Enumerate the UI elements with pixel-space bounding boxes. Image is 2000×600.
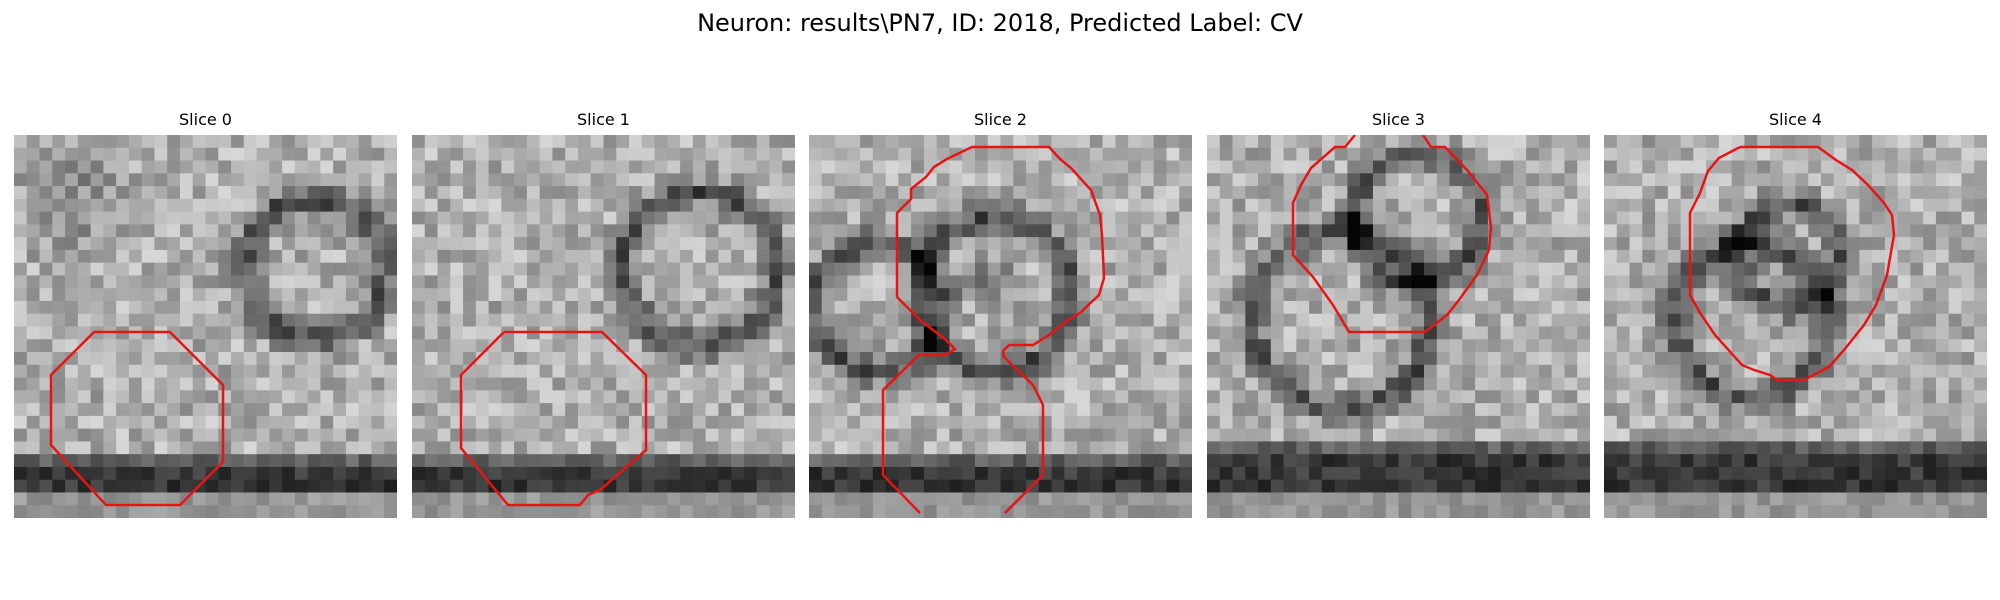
segmentation-contour-2 — [881, 145, 1106, 514]
slice-image-1 — [412, 135, 795, 518]
em-texture-3 — [1207, 135, 1590, 518]
slice-panel-2: Slice 2 — [809, 108, 1192, 521]
slice-title-0: Slice 0 — [179, 110, 232, 129]
segmentation-contour-1 — [459, 330, 648, 507]
segmentation-contour-3 — [1291, 135, 1493, 334]
slice-image-3 — [1207, 135, 1590, 518]
slice-title-3: Slice 3 — [1372, 110, 1425, 129]
figure-title: Neuron: results\PN7, ID: 2018, Predicted… — [697, 9, 1303, 37]
slice-title-4: Slice 4 — [1769, 110, 1822, 129]
em-texture-0 — [14, 135, 397, 518]
segmentation-contour-0 — [49, 330, 225, 507]
slice-panel-3: Slice 3 — [1207, 108, 1590, 521]
slice-title-2: Slice 2 — [974, 110, 1027, 129]
slice-image-0 — [14, 135, 397, 518]
slice-panel-4: Slice 4 — [1604, 108, 1987, 521]
slice-panel-0: Slice 0 — [14, 108, 397, 521]
em-texture-1 — [412, 135, 795, 518]
slice-image-4 — [1604, 135, 1987, 518]
slice-title-1: Slice 1 — [577, 110, 630, 129]
em-texture-2 — [809, 135, 1192, 518]
slice-panel-1: Slice 1 — [412, 108, 795, 521]
slice-image-2 — [809, 135, 1192, 518]
em-texture-4 — [1604, 135, 1987, 518]
segmentation-contour-4 — [1688, 145, 1896, 382]
